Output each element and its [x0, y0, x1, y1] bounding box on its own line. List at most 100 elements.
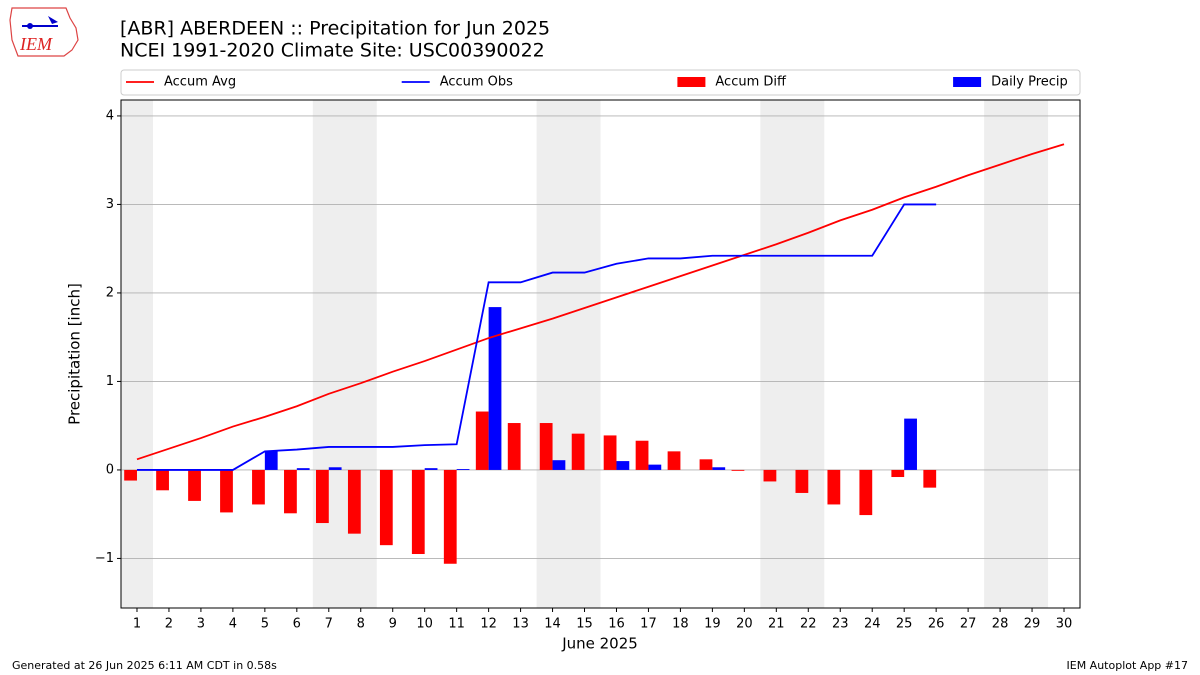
- y-tick-label: 4: [106, 108, 114, 123]
- legend-swatch: [953, 77, 982, 87]
- x-tick-label: 10: [416, 617, 433, 632]
- x-tick-label: 12: [480, 617, 497, 632]
- bar: [124, 469, 137, 481]
- bar: [635, 440, 649, 470]
- x-tick-label: 21: [768, 617, 785, 632]
- bar: [552, 460, 566, 470]
- x-axis-label: June 2025: [561, 635, 638, 653]
- bar: [252, 469, 265, 505]
- bar: [603, 435, 617, 470]
- logo-dot: [27, 23, 33, 29]
- bar: [315, 469, 329, 524]
- bar: [571, 433, 585, 470]
- legend-swatch: [677, 77, 706, 87]
- y-axis-label: Precipitation [inch]: [66, 283, 84, 425]
- x-tick-label: 20: [736, 617, 753, 632]
- bar: [712, 467, 726, 470]
- bar: [284, 469, 297, 514]
- x-tick-label: 15: [576, 617, 593, 632]
- x-tick-label: 2: [165, 617, 173, 632]
- x-tick-label: 29: [1024, 617, 1041, 632]
- bar: [424, 468, 438, 470]
- y-tick-label: −1: [95, 551, 114, 566]
- x-tick-label: 25: [896, 617, 913, 632]
- x-tick-label: 11: [448, 617, 465, 632]
- x-tick-label: 9: [389, 617, 397, 632]
- legend-label: Accum Diff: [715, 75, 787, 90]
- x-tick-label: 5: [261, 617, 269, 632]
- legend-label: Accum Avg: [164, 75, 236, 90]
- line: [136, 203, 937, 471]
- x-tick-label: 28: [992, 617, 1009, 632]
- legend-label: Accum Obs: [440, 75, 513, 90]
- bar: [456, 469, 470, 470]
- bar: [731, 469, 745, 471]
- logo-text: IEM: [19, 34, 53, 54]
- x-tick-label: 26: [928, 617, 945, 632]
- x-tick-label: 27: [960, 617, 977, 632]
- bar: [699, 459, 713, 470]
- bar: [891, 469, 905, 478]
- weekend-shade: [536, 100, 601, 608]
- footer-right: IEM Autoplot App #17: [1067, 659, 1189, 672]
- bar: [507, 423, 521, 470]
- bar: [264, 451, 278, 470]
- bar: [379, 469, 393, 546]
- bar: [648, 464, 662, 470]
- legend-box: [120, 69, 1081, 96]
- y-tick-label: 1: [106, 374, 114, 389]
- bar: [443, 469, 457, 564]
- weekend-shade: [760, 100, 825, 608]
- y-tick-label: 3: [106, 197, 114, 212]
- logo-flag: [48, 16, 58, 24]
- x-tick-label: 19: [704, 617, 721, 632]
- x-tick-label: 3: [197, 617, 205, 632]
- x-tick-label: 17: [640, 617, 657, 632]
- line: [136, 143, 1065, 461]
- bar: [188, 469, 201, 501]
- bar: [347, 469, 361, 534]
- bar: [488, 307, 502, 470]
- weekend-shade: [312, 100, 377, 608]
- logo: IEM: [9, 7, 79, 57]
- chart-subtitle: NCEI 1991-2020 Climate Site: USC00390022: [120, 40, 545, 62]
- x-tick-label: 1: [133, 617, 141, 632]
- y-tick-label: 0: [106, 462, 114, 477]
- bar: [827, 469, 841, 505]
- plot-frame: [120, 99, 1081, 609]
- weekend-shade: [984, 100, 1049, 608]
- x-tick-label: 24: [864, 617, 881, 632]
- footer-left: Generated at 26 Jun 2025 6:11 AM CDT in …: [12, 659, 277, 672]
- bar: [616, 461, 630, 470]
- bar: [411, 469, 425, 555]
- y-tick-label: 2: [106, 285, 114, 300]
- bar: [156, 469, 169, 491]
- legend-label: Daily Precip: [991, 75, 1068, 90]
- bar: [795, 469, 809, 493]
- bar: [859, 469, 873, 516]
- bar: [667, 451, 681, 470]
- x-tick-label: 14: [544, 617, 561, 632]
- bar: [539, 423, 553, 470]
- x-tick-label: 23: [832, 617, 849, 632]
- x-tick-label: 30: [1056, 617, 1073, 632]
- logo-outline: [9, 7, 79, 57]
- weekend-shade: [121, 100, 153, 608]
- x-tick-label: 13: [512, 617, 529, 632]
- bar: [220, 469, 233, 513]
- bar: [904, 418, 917, 470]
- bar: [923, 469, 937, 488]
- x-tick-label: 4: [229, 617, 237, 632]
- chart-title: [ABR] ABERDEEN :: Precipitation for Jun …: [120, 18, 550, 40]
- bar: [763, 469, 777, 482]
- x-tick-label: 16: [608, 617, 625, 632]
- x-tick-label: 18: [672, 617, 689, 632]
- x-tick-label: 7: [325, 617, 333, 632]
- bar: [328, 467, 342, 470]
- x-tick-label: 8: [357, 617, 365, 632]
- bar: [296, 468, 310, 470]
- bar: [475, 411, 489, 470]
- x-tick-label: 22: [800, 617, 817, 632]
- x-tick-label: 6: [293, 617, 301, 632]
